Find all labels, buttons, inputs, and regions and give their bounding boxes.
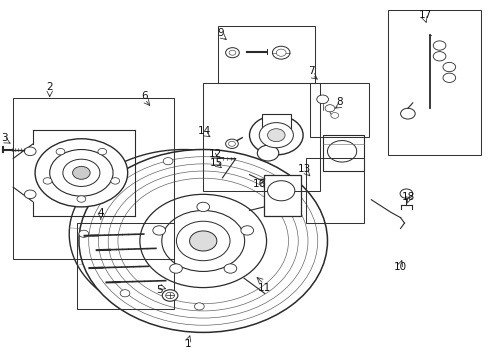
Circle shape xyxy=(162,211,244,271)
Bar xyxy=(310,83,368,137)
Bar xyxy=(387,10,480,155)
Text: 9: 9 xyxy=(217,28,223,38)
Circle shape xyxy=(169,264,182,273)
Circle shape xyxy=(63,159,100,186)
Circle shape xyxy=(153,226,165,235)
Circle shape xyxy=(327,140,356,162)
Circle shape xyxy=(79,230,88,237)
Circle shape xyxy=(77,196,85,202)
Circle shape xyxy=(165,292,174,299)
Circle shape xyxy=(50,149,113,196)
Text: 10: 10 xyxy=(393,262,407,272)
Circle shape xyxy=(176,221,229,261)
Circle shape xyxy=(241,226,253,235)
Circle shape xyxy=(98,148,106,155)
Circle shape xyxy=(142,203,224,264)
Circle shape xyxy=(442,62,455,72)
Text: 4: 4 xyxy=(98,208,104,218)
Text: 13: 13 xyxy=(297,164,310,174)
Text: 1: 1 xyxy=(185,339,191,349)
Circle shape xyxy=(249,116,303,155)
Circle shape xyxy=(267,181,294,201)
Circle shape xyxy=(225,139,238,148)
Text: 17: 17 xyxy=(417,10,431,20)
Circle shape xyxy=(399,189,412,198)
Circle shape xyxy=(197,202,209,212)
Circle shape xyxy=(400,108,414,119)
Circle shape xyxy=(79,149,327,332)
Circle shape xyxy=(24,190,36,199)
Text: 2: 2 xyxy=(46,82,53,92)
Circle shape xyxy=(108,178,118,185)
Text: 14: 14 xyxy=(198,126,211,135)
Bar xyxy=(217,26,315,83)
Circle shape xyxy=(35,139,127,207)
Circle shape xyxy=(163,158,173,165)
Circle shape xyxy=(56,148,65,155)
Text: 7: 7 xyxy=(308,66,315,76)
Circle shape xyxy=(276,49,285,56)
Text: 12: 12 xyxy=(208,149,222,159)
Circle shape xyxy=(194,303,204,310)
Circle shape xyxy=(272,46,289,59)
Bar xyxy=(13,98,174,259)
Circle shape xyxy=(259,123,293,148)
Circle shape xyxy=(316,95,328,104)
Circle shape xyxy=(111,178,120,184)
Circle shape xyxy=(267,129,285,141)
Circle shape xyxy=(228,141,235,146)
Circle shape xyxy=(120,290,130,297)
Circle shape xyxy=(189,231,216,251)
Bar xyxy=(203,83,320,191)
Circle shape xyxy=(224,264,236,273)
Circle shape xyxy=(228,50,235,55)
Circle shape xyxy=(325,105,334,112)
Text: 5: 5 xyxy=(156,285,163,295)
Circle shape xyxy=(162,290,178,301)
Bar xyxy=(264,175,300,216)
Circle shape xyxy=(72,166,90,179)
Circle shape xyxy=(225,48,239,58)
Circle shape xyxy=(432,41,445,50)
Text: 18: 18 xyxy=(401,192,414,202)
Circle shape xyxy=(24,147,36,156)
Circle shape xyxy=(43,178,52,184)
Text: 8: 8 xyxy=(336,97,342,107)
Bar xyxy=(305,158,363,223)
Circle shape xyxy=(140,194,266,288)
Text: 16: 16 xyxy=(252,179,265,189)
Circle shape xyxy=(330,113,338,118)
Text: 11: 11 xyxy=(257,283,270,293)
Circle shape xyxy=(257,145,278,161)
Text: 6: 6 xyxy=(141,91,148,101)
Text: 3: 3 xyxy=(1,133,8,143)
Circle shape xyxy=(432,51,445,61)
Bar xyxy=(322,135,363,171)
Bar xyxy=(261,114,290,128)
Text: 15: 15 xyxy=(210,158,223,168)
Circle shape xyxy=(442,73,455,82)
Bar xyxy=(76,223,174,309)
